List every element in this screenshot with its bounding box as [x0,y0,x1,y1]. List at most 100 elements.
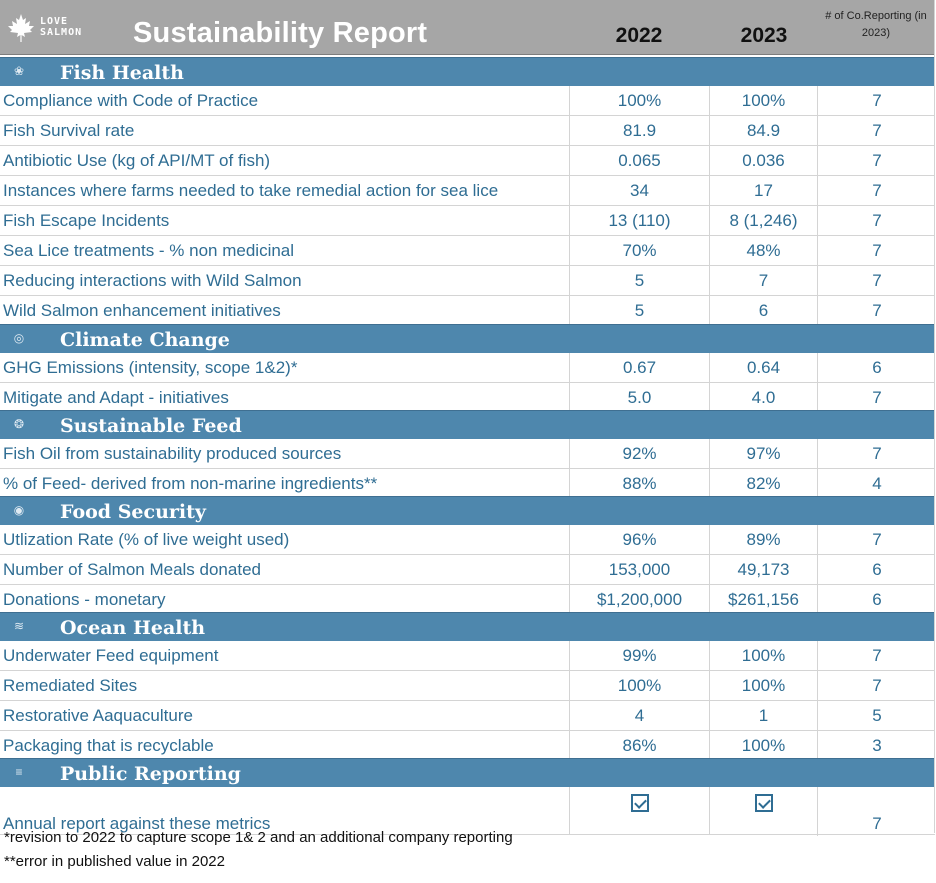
metric-label: % of Feed- derived from non-marine ingre… [3,473,378,493]
value-2022: 92% [569,439,709,468]
value-2023: 17 [709,176,817,205]
metric-label: Reducing interactions with Wild Salmon [3,270,302,290]
section-title: Public Reporting [60,763,241,785]
metric-label: Fish Escape Incidents [3,210,170,230]
companies-reporting-count: 7 [817,525,936,554]
value-2023: 48% [709,236,817,265]
value-2022: 86% [569,731,709,760]
section-header-climate-change: ◎ Climate Change [0,324,935,354]
value-2022: 70% [569,236,709,265]
value-2022: 13 (110) [569,206,709,235]
companies-reporting-count: 5 [817,701,936,730]
table-row: Packaging that is recyclable 86% 100% 3 [0,731,935,761]
section-title: Climate Change [60,329,230,351]
metric-label: Restorative Aaquaculture [3,705,193,725]
value-2023: 4.0 [709,383,817,412]
companies-reporting-count: 7 [817,86,936,115]
value-2022: 100% [569,671,709,700]
companies-reporting-count: 7 [817,266,936,295]
value-2023: 82% [709,469,817,498]
table-row: Fish Survival rate 81.9 84.9 7 [0,116,935,146]
value-2022: 34 [569,176,709,205]
value-2022 [569,787,709,834]
table-row: Fish Oil from sustainability produced so… [0,439,935,469]
companies-reporting-count: 6 [817,555,936,584]
table-row: GHG Emissions (intensity, scope 1&2)* 0.6… [0,353,935,383]
plate-icon: ◉ [13,503,25,517]
value-2023: 100% [709,731,817,760]
table-row: Underwater Feed equipment 99% 100% 7 [0,641,935,671]
companies-reporting-count: 7 [817,383,936,412]
page-title: Sustainability Report [133,17,428,49]
table-right-border [934,0,935,833]
table-row: Remediated Sites 100% 100% 7 [0,671,935,701]
companies-reporting-count: 7 [817,671,936,700]
brand-line-2: SALMON [40,27,83,38]
value-2022: 81.9 [569,116,709,145]
brand-line-1: LOVE [40,16,69,27]
value-2023: 89% [709,525,817,554]
value-2022: 96% [569,525,709,554]
value-2022: 99% [569,641,709,670]
value-2022: 0.67 [569,353,709,382]
metric-label: Fish Oil from sustainability produced so… [3,443,342,463]
value-2023: 0.64 [709,353,817,382]
table-row: Wild Salmon enhancement initiatives 5 6 7 [0,296,935,326]
companies-reporting-count: 7 [817,439,936,468]
section-header-ocean-health: ≋ Ocean Health [0,612,935,642]
section-title: Food Security [60,501,206,523]
value-2023: 0.036 [709,146,817,175]
wave-icon: ≋ [13,619,25,633]
value-2023: $261,156 [709,585,817,614]
value-2023 [709,787,817,834]
companies-reporting-count: 3 [817,731,936,760]
checkbox-checked-icon [754,793,773,812]
value-2022: 153,000 [569,555,709,584]
companies-reporting-count: 7 [817,787,936,836]
footnote-1: *revision to 2022 to capture scope 1& 2 … [4,829,513,846]
table-row: Utlization Rate (% of live weight used) 9… [0,525,935,555]
column-header-2022: 2022 [615,24,663,47]
metric-label: Sea Lice treatments - % non medicinal [3,240,295,260]
value-2022: 0.065 [569,146,709,175]
table-row: Number of Salmon Meals donated 153,000 49,… [0,555,935,585]
table-row: Antibiotic Use (kg of API/MT of fish) 0.0… [0,146,935,176]
table-row: Compliance with Code of Practice 100% 100%… [0,86,935,116]
value-2022: 5 [569,266,709,295]
metric-label: Instances where farms needed to take rem… [3,180,499,200]
checkbox-checked-icon [630,793,649,812]
section-header-fish-health: ❀ Fish Health [0,57,935,87]
column-header-reporting: # of Co.Reporting (in 2023) [825,10,927,39]
globe-icon: ◎ [13,331,25,345]
table-row: Donations - monetary $1,200,000 $261,156 6 [0,585,935,615]
section-title: Sustainable Feed [60,415,242,437]
value-2023: 1 [709,701,817,730]
value-2023: 7 [709,266,817,295]
companies-reporting-count: 7 [817,641,936,670]
value-2022: 4 [569,701,709,730]
companies-reporting-count: 6 [817,585,936,614]
value-2022: $1,200,000 [569,585,709,614]
maple-leaf-icon [8,14,34,42]
section-title: Ocean Health [60,617,206,639]
metric-label: Packaging that is recyclable [3,735,214,755]
value-2022: 100% [569,86,709,115]
value-2022: 5.0 [569,383,709,412]
companies-reporting-count: 7 [817,116,936,145]
value-2022: 88% [569,469,709,498]
metric-label: Wild Salmon enhancement initiatives [3,300,281,320]
metric-label: Mitigate and Adapt - initiatives [3,387,229,407]
value-2023: 100% [709,86,817,115]
fish-icon: ❀ [13,64,25,78]
value-2023: 49,173 [709,555,817,584]
metric-label: Underwater Feed equipment [3,645,219,665]
value-2023: 97% [709,439,817,468]
value-2023: 100% [709,641,817,670]
section-header-food-security: ◉ Food Security [0,496,935,526]
value-2022: 5 [569,296,709,325]
footnote-2: **error in published value in 2022 [4,853,225,870]
metric-label: Utlization Rate (% of live weight used) [3,529,290,549]
value-2023: 100% [709,671,817,700]
companies-reporting-count: 7 [817,236,936,265]
metric-label: Antibiotic Use (kg of API/MT of fish) [3,150,271,170]
